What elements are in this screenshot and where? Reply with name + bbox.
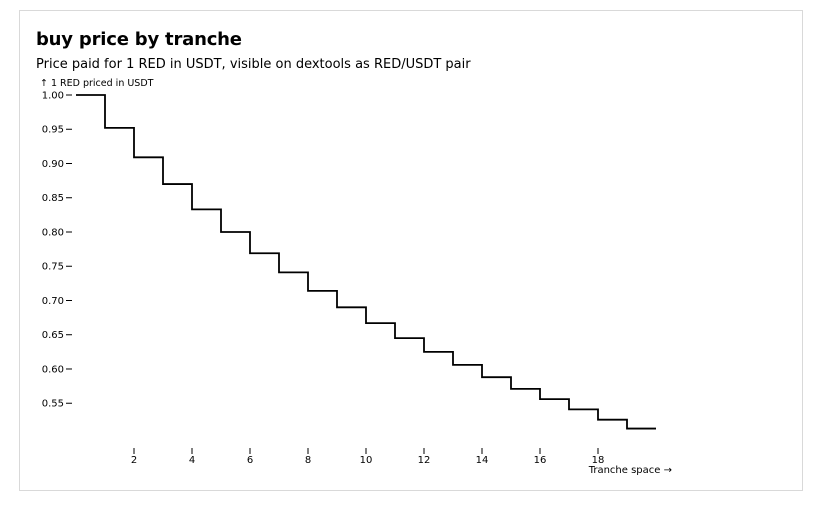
x-tick-label: 12 <box>418 455 431 466</box>
x-tick-label: 10 <box>360 455 373 466</box>
x-tick-label: 14 <box>476 455 489 466</box>
y-tick-label: 0.75 <box>42 262 64 273</box>
y-axis-title: ↑ 1 RED priced in USDT <box>40 78 154 89</box>
x-tick-label: 4 <box>189 455 195 466</box>
x-tick-label: 18 <box>592 455 605 466</box>
y-tick-label: 0.55 <box>42 399 64 410</box>
y-tick-label: 0.95 <box>42 125 64 136</box>
y-tick-label: 0.85 <box>42 193 64 204</box>
x-tick-label: 2 <box>131 455 137 466</box>
chart-title: buy price by tranche <box>36 29 242 50</box>
y-tick-label: 1.00 <box>42 91 64 102</box>
x-tick-label: 8 <box>305 455 311 466</box>
x-axis-title: Tranche space → <box>588 465 672 476</box>
y-tick-label: 0.60 <box>42 364 64 375</box>
x-tick-label: 16 <box>534 455 547 466</box>
chart-subtitle: Price paid for 1 RED in USDT, visible on… <box>36 57 471 72</box>
x-tick-label: 6 <box>247 455 253 466</box>
y-tick-label: 0.80 <box>42 227 64 238</box>
y-tick-label: 0.65 <box>42 330 64 341</box>
y-tick-label: 0.70 <box>42 296 64 307</box>
series-line-0 <box>76 94 656 430</box>
y-tick-label: 0.90 <box>42 159 64 170</box>
chart-card <box>19 10 803 491</box>
